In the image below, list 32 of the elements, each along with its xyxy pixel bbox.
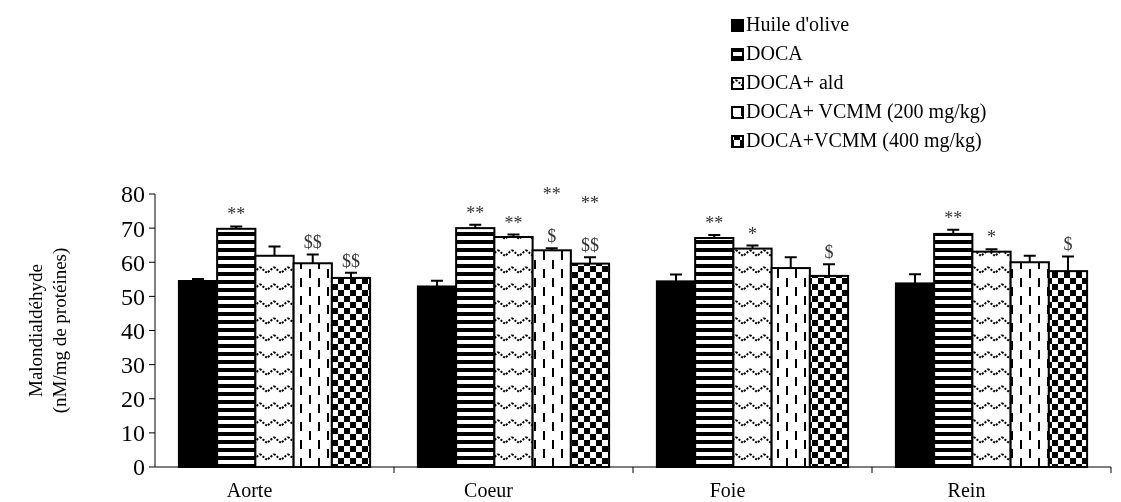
data-label: ** <box>705 212 724 233</box>
x-tick-label: Rein <box>947 479 986 501</box>
legend-label: DOCA+ VCMM (200 mg/kg) <box>746 100 987 123</box>
y-tick-label: 70 <box>121 215 145 242</box>
y-tick-label: 0 <box>133 454 145 481</box>
data-label: * <box>748 223 757 244</box>
legend-label: Huile d'olive <box>746 13 850 35</box>
legend-label: DOCA <box>746 42 804 64</box>
data-label: * <box>987 227 996 248</box>
data-label: ** <box>227 204 246 225</box>
y-axis-title: Malondialdéhyde (nM/mg de protéines) <box>25 247 71 414</box>
data-label: $$ <box>303 232 322 253</box>
x-tick-label: Aorte <box>226 479 273 501</box>
y-tick-label: 60 <box>121 249 145 276</box>
y-tick-label: 20 <box>121 386 145 413</box>
x-tick-label: Foie <box>709 479 746 501</box>
y-tick-label: 40 <box>121 317 145 344</box>
legend-label: DOCA+VCMM (400 mg/kg) <box>746 129 982 152</box>
data-label: ** <box>466 202 485 223</box>
legend-label: DOCA+ ald <box>746 71 844 93</box>
text: ** $$ <box>580 193 599 256</box>
data-label: ** <box>504 212 523 233</box>
data-label: $$ <box>341 250 360 271</box>
y-tick-label: 30 <box>121 352 145 379</box>
x-tick-label: Coeur <box>464 479 514 501</box>
data-label: ** <box>944 207 963 228</box>
text: ** $ <box>542 184 561 247</box>
data-label: $ <box>824 242 834 263</box>
y-tick-label: 80 <box>121 181 145 208</box>
data-label: $ <box>1063 234 1073 255</box>
y-tick-label: 10 <box>121 420 145 447</box>
y-tick-label: 50 <box>121 283 145 310</box>
